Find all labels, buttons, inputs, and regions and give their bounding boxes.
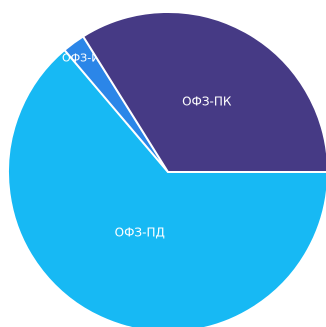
pie-slice-1	[7, 49, 326, 327]
pie-slice-3	[82, 11, 326, 173]
slice-label-3: ОФЗ-ПК	[182, 95, 232, 109]
slice-label-1: ОФЗ-ПД	[115, 225, 165, 239]
